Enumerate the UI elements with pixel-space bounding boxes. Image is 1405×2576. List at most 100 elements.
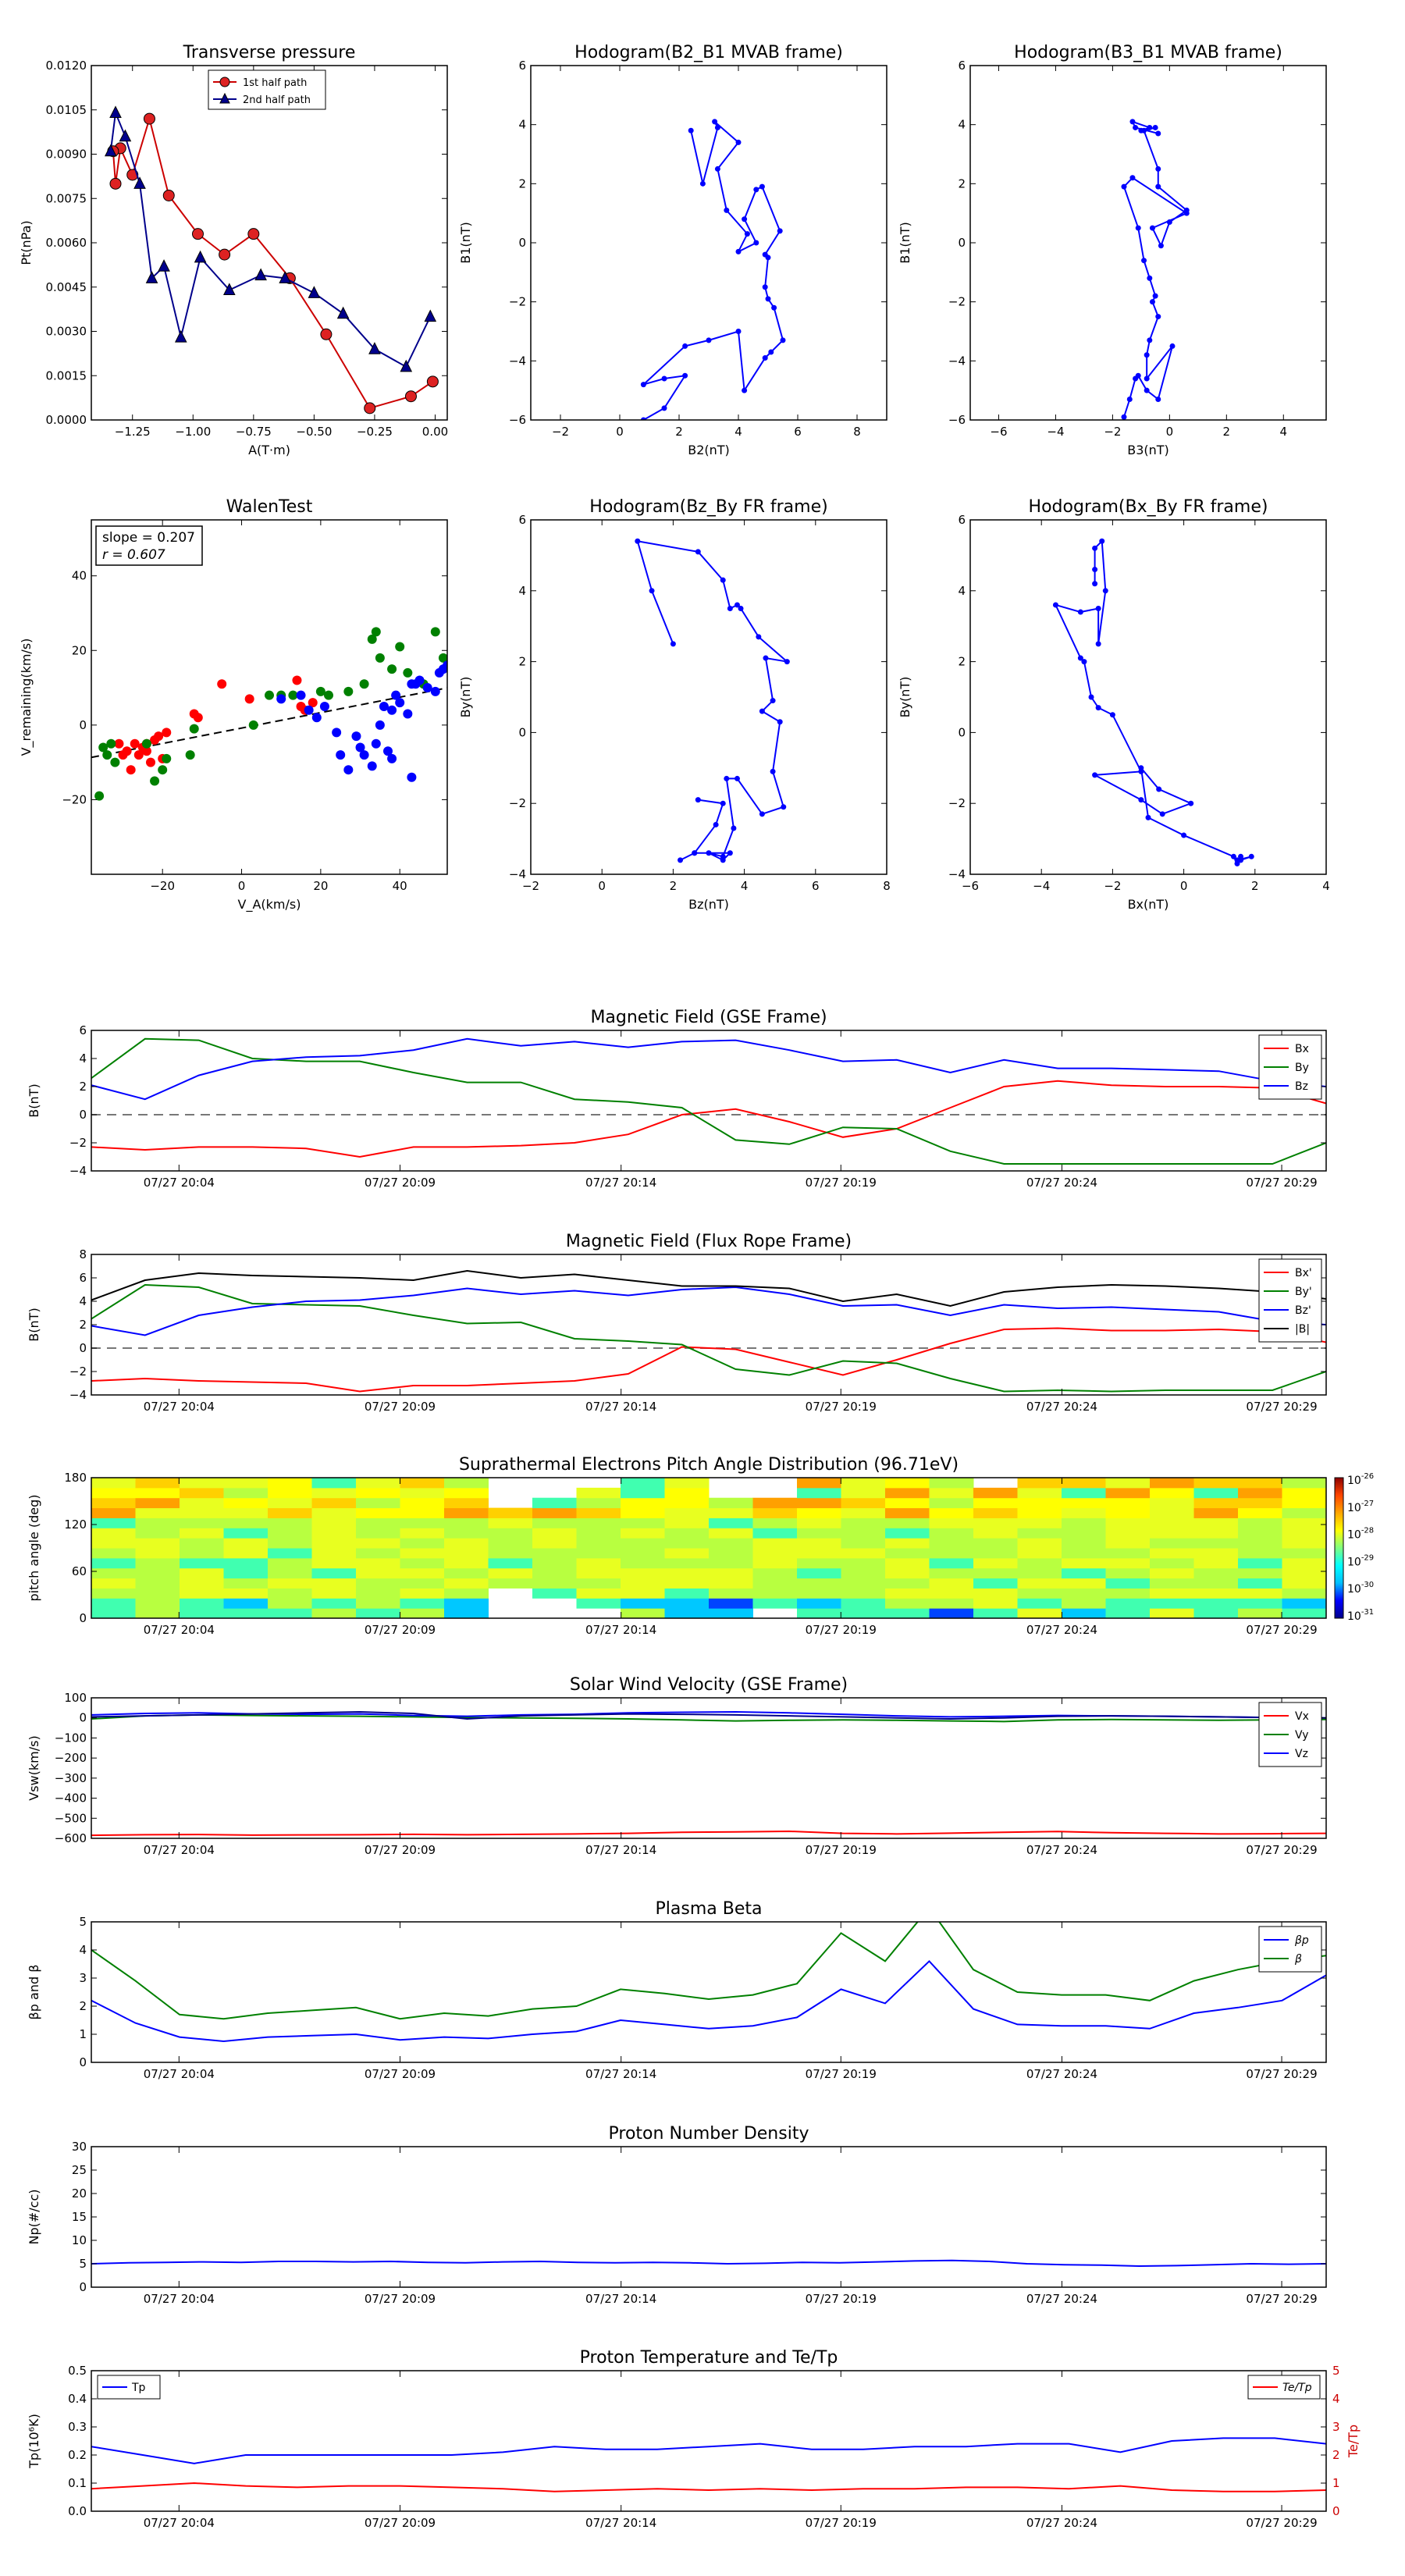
plot-area	[91, 1922, 1326, 2043]
heatmap-cell	[1282, 1538, 1327, 1549]
heatmap-cell	[400, 1507, 445, 1518]
data-point	[387, 753, 397, 763]
y-tick-label: 0	[518, 236, 526, 250]
data-point	[735, 329, 742, 334]
heatmap-cell	[135, 1557, 180, 1569]
data-point	[1138, 797, 1144, 803]
heatmap-cell	[576, 1507, 621, 1518]
data-point	[762, 251, 768, 258]
x-tick-label: 07/27 20:29	[1246, 1400, 1317, 1414]
y-tick-label: −2	[509, 796, 526, 810]
x-tick-label: 2	[1251, 879, 1259, 893]
heatmap-cell	[1282, 1588, 1327, 1599]
heatmap-cell	[1017, 1538, 1062, 1549]
axes-frame	[91, 1697, 1327, 1839]
y-tick-label: 4	[958, 584, 966, 598]
heatmap-cell	[664, 1567, 710, 1579]
heatmap-cell	[135, 1538, 180, 1549]
data-point	[130, 738, 140, 749]
data-point	[768, 349, 774, 355]
heatmap-cell	[709, 1528, 753, 1539]
y-tick-label: −4	[509, 354, 526, 368]
heatmap-cell	[91, 1528, 136, 1539]
heatmap-cell	[664, 1557, 710, 1569]
data-point	[731, 825, 737, 831]
data-point	[1095, 705, 1101, 711]
series-line	[91, 2437, 1326, 2464]
heatmap-cell	[1105, 1478, 1151, 1489]
data-point	[150, 776, 160, 786]
heatmap-cell	[1238, 1517, 1282, 1528]
y-axis-label: pitch angle (deg)	[27, 1494, 41, 1601]
x-tick-label: 07/27 20:29	[1246, 2067, 1317, 2081]
chart-title: Suprathermal Electrons Pitch Angle Distr…	[459, 1455, 959, 1475]
data-point	[1102, 588, 1108, 594]
x-tick-label: 07/27 20:04	[144, 1843, 215, 1857]
data-point	[1092, 567, 1098, 573]
data-point	[143, 112, 155, 125]
heatmap-cell	[400, 1478, 445, 1489]
x-tick-label: 07/27 20:19	[806, 1843, 877, 1857]
x-tick-label: 2	[1223, 425, 1231, 439]
heatmap-cell	[797, 1497, 841, 1509]
heatmap-cell	[223, 1567, 269, 1579]
series-line	[91, 1830, 1326, 1837]
x-tick-label: −2	[1104, 425, 1121, 439]
heatmap-cell	[488, 1538, 533, 1549]
axes-frame	[91, 1477, 1327, 1619]
data-point	[1126, 397, 1133, 403]
heatmap-cell	[1193, 1538, 1239, 1549]
colorbar-tick-label: 10-30	[1347, 1581, 1374, 1596]
y-tick-label: −300	[55, 1771, 87, 1785]
chart-title: Hodogram(B3_B1 MVAB frame)	[1014, 43, 1282, 62]
heatmap-cell	[135, 1497, 180, 1509]
heatmap-cell	[268, 1557, 312, 1569]
x-tick-label: 8	[853, 425, 861, 439]
y-tick-label: −400	[55, 1791, 87, 1806]
heatmap-cell	[268, 1588, 312, 1599]
data-point	[780, 337, 786, 343]
data-point	[1169, 343, 1176, 349]
heatmap-cell	[1105, 1608, 1151, 1619]
heatmap-cell	[929, 1567, 974, 1579]
heatmap-cell	[488, 1567, 533, 1579]
heatmap-cell	[576, 1567, 621, 1579]
heatmap-cell	[223, 1548, 269, 1559]
y-tick-label: 6	[958, 59, 966, 73]
data-point	[1141, 258, 1147, 264]
heatmap-cell	[180, 1557, 224, 1569]
x-tick-label: 07/27 20:09	[365, 1623, 436, 1637]
heatmap-cell	[532, 1538, 577, 1549]
heatmap-cell	[311, 1608, 357, 1619]
y-tick-label: 60	[72, 1564, 87, 1578]
y-tick-label: 15	[72, 2210, 87, 2224]
chart-title: Proton Temperature and Te/Tp	[580, 2348, 838, 2368]
heatmap-cell	[91, 1588, 136, 1599]
heatmap-cell	[400, 1517, 445, 1528]
data-point	[1121, 414, 1127, 420]
legend	[1258, 1926, 1322, 1973]
heatmap-cell	[1017, 1557, 1062, 1569]
heatmap-cell	[356, 1538, 400, 1549]
x-tick-label: 07/27 20:19	[806, 2516, 877, 2530]
y-tick-label: −100	[55, 1731, 87, 1745]
y-tick-label: 4	[79, 1943, 87, 1957]
x-tick-label: 0.00	[422, 425, 448, 439]
heatmap-cell	[1238, 1578, 1282, 1589]
data-point	[765, 296, 771, 302]
y-tick-label: 6	[79, 1271, 87, 1285]
heatmap-cell	[223, 1588, 269, 1599]
heatmap-cell	[1238, 1507, 1282, 1518]
heatmap-cell	[1282, 1557, 1327, 1569]
y-axis-label: Vsw(km/s)	[27, 1735, 41, 1800]
heatmap-cell	[135, 1578, 180, 1589]
chart-title: Hodogram(Bz_By FR frame)	[589, 497, 827, 517]
x-axis-label: V_A(km/s)	[238, 897, 301, 913]
data-point	[247, 228, 260, 240]
heatmap-cell	[444, 1598, 489, 1609]
heatmap-cell	[1017, 1598, 1062, 1609]
y-tick-label: 2	[79, 1999, 87, 2013]
heatmap-cell	[576, 1578, 621, 1589]
heatmap-cell	[1150, 1517, 1194, 1528]
